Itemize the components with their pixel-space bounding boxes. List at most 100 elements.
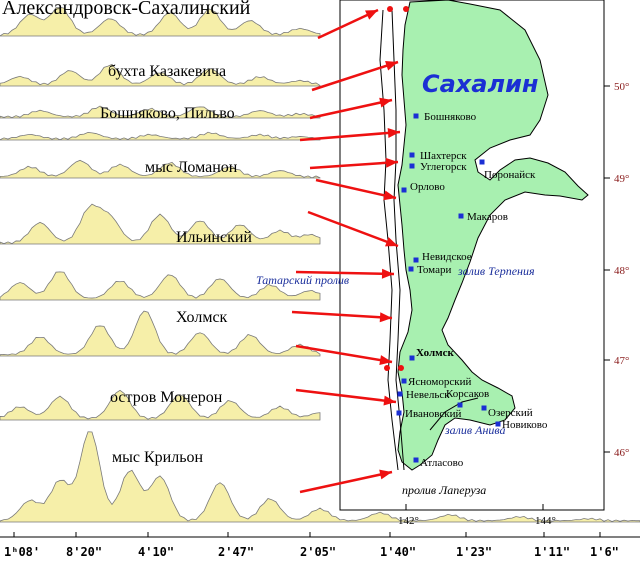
station-label: Атласово (420, 457, 464, 469)
station-label: Новиково (502, 419, 548, 431)
station: Атласово (413, 457, 464, 469)
station: Углегорск (409, 161, 467, 173)
station-label: Холмск (416, 347, 455, 359)
record-label: Ильинский (176, 229, 252, 246)
station-label: Углегорск (420, 161, 467, 173)
station-marker (397, 391, 403, 397)
station-marker (396, 410, 402, 416)
station-marker (413, 457, 419, 463)
record-label: Бошняково, Пильво (100, 105, 235, 122)
station-label: Озерский (488, 407, 533, 419)
record-label: мыс Ломанон (145, 159, 238, 176)
wave-trace (0, 105, 321, 119)
station-marker (479, 159, 485, 165)
arrow (317, 8, 379, 40)
station-label: Невельск (406, 389, 450, 401)
wave-trace (0, 431, 640, 523)
station-label: Орлово (410, 181, 445, 193)
wave-records (0, 6, 640, 523)
wave-trace (0, 271, 321, 301)
longitude-label: 144° (535, 515, 556, 527)
station-marker (495, 421, 501, 427)
record-label: остров Монерон (110, 389, 223, 406)
arrow (309, 97, 393, 120)
time-label: 1'11" (534, 545, 570, 559)
track-line (429, 397, 479, 431)
station-marker (458, 213, 464, 219)
time-label: 8'20" (66, 545, 102, 559)
station: Ивановский (396, 408, 462, 420)
arrow (291, 310, 393, 323)
record-label: Александровск-Сахалинский (2, 0, 251, 19)
wave-trace (0, 203, 321, 245)
station-marker (457, 402, 463, 408)
station: Поронайск (479, 159, 536, 181)
station-label: Бошняково (424, 111, 477, 123)
map-frame (339, 0, 605, 511)
station: Холмск (409, 347, 455, 361)
station: Шахтерск (409, 150, 467, 162)
time-label: 2'05" (300, 545, 336, 559)
arrow (295, 344, 393, 365)
epicentre-marker (384, 365, 390, 371)
time-label: 1'23" (456, 545, 492, 559)
bay-terpeniya-label: залив Терпения (457, 264, 535, 278)
station: Озерский (481, 405, 533, 419)
wave-trace (0, 131, 321, 141)
latitude-label: 46° (614, 447, 629, 459)
station: Томари (408, 264, 451, 276)
time-label: 2'47" (218, 545, 254, 559)
record-label: бухта Казакевича (108, 63, 226, 80)
arrow (299, 127, 401, 142)
wave-trace (0, 159, 321, 179)
arrow (299, 469, 393, 494)
time-axis: 1ʰ08' 8'20" 4'10" 2'47" 2'05" 1'40" 1'23" 1'11"… (4, 532, 619, 559)
record-label: мыс Крильон (112, 449, 203, 466)
aniva-bay-label: залив Анива (444, 423, 506, 437)
wave-trace (0, 63, 321, 87)
latitude-label: 49° (614, 173, 629, 185)
station-label: Ясноморский (408, 376, 471, 388)
station-label: Ивановский (405, 408, 462, 420)
station-marker (481, 405, 487, 411)
station-marker (413, 113, 419, 119)
la-perouse-label: пролив Лаперуза (402, 483, 486, 497)
longitude-labels: 142° 144° (398, 504, 556, 527)
wave-trace (0, 389, 321, 421)
arrow (311, 60, 399, 92)
station-label: Корсаков (446, 388, 489, 400)
latitude-label: 47° (614, 355, 629, 367)
time-label: 1'6" (590, 545, 619, 559)
station: Бошняково (413, 111, 477, 123)
station: Макаров (458, 211, 508, 223)
arrow (295, 268, 395, 279)
station: Орлово (401, 181, 445, 193)
record-label: Холмск (176, 309, 228, 326)
station: Невидское (413, 251, 472, 263)
latitude-label: 50° (614, 81, 629, 93)
time-label: 1ʰ08' (4, 545, 40, 559)
station-marker (409, 163, 415, 169)
sakhalin-island (397, 0, 589, 471)
epicentre-marker (387, 6, 393, 12)
arrow (295, 388, 397, 406)
time-label: 1'40" (380, 545, 416, 559)
station-label: Шахтерск (420, 150, 467, 162)
station-marker (401, 378, 407, 384)
time-label: 4'10" (138, 545, 174, 559)
station-marker (413, 257, 419, 263)
arrow (315, 178, 397, 201)
station: Новиково (495, 419, 548, 431)
record-labels: Александровск-Сахалинский бухта Казакевич… (2, 0, 252, 466)
arrow (309, 157, 399, 170)
latitude-labels: 50° 49° 48° 47° 46° (604, 81, 629, 459)
epicentre-marker (403, 6, 409, 12)
arrows (291, 8, 401, 494)
station-label: Томари (417, 264, 451, 276)
station-label: Невидское (422, 251, 472, 263)
station-label: Макаров (467, 211, 508, 223)
station-marker (401, 187, 407, 193)
